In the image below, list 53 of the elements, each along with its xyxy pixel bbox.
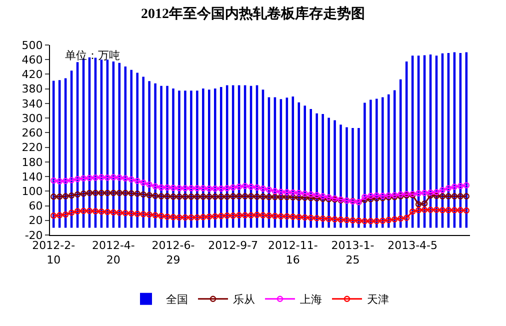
bar — [184, 90, 186, 228]
bar — [178, 90, 180, 228]
bar — [346, 127, 348, 228]
y-tick-label: 100 — [22, 185, 43, 198]
y-tick-label: -20 — [24, 228, 43, 242]
legend-label: 天津 — [367, 293, 389, 306]
bar — [136, 72, 138, 228]
bar — [130, 70, 132, 228]
x-tick-label: 2012-6-29 — [152, 239, 195, 266]
y-tick-label: 220 — [22, 141, 43, 154]
bar — [322, 114, 324, 228]
y-tick-label: 300 — [22, 112, 43, 125]
bar — [196, 90, 198, 228]
y-tick-label: 340 — [22, 97, 43, 110]
bar — [340, 124, 342, 228]
y-tick-label: 20 — [28, 214, 43, 228]
x-tick-label: 2012-9-7 — [208, 239, 258, 252]
y-tick-label: 380 — [22, 82, 43, 96]
bar — [142, 76, 144, 228]
x-tick-label: 2013-1-25 — [331, 239, 374, 266]
y-tick-label: 60 — [28, 200, 43, 213]
chart-title: 2012年至今国内热轧卷板库存走势图 — [141, 4, 365, 22]
legend-label: 上海 — [300, 293, 322, 306]
y-tick-label: 420 — [22, 68, 43, 82]
y-tick-label: 140 — [22, 170, 43, 184]
y-tick-label: 260 — [22, 126, 43, 140]
bar — [364, 102, 366, 228]
bar — [334, 120, 336, 228]
bar — [220, 87, 222, 228]
legend-label: 全国 — [166, 293, 188, 306]
x-tick-label: 2012-11-16 — [268, 239, 318, 266]
bar — [202, 88, 204, 228]
legend-label: 乐从 — [233, 293, 255, 306]
y-tick-label: 500 — [22, 38, 43, 52]
bar — [370, 100, 372, 228]
x-tick-label: 2013-4-5 — [388, 239, 438, 252]
bar — [190, 90, 192, 228]
annotation: 单位：万吨 — [65, 49, 120, 62]
bar — [393, 90, 396, 228]
bar — [154, 83, 156, 228]
x-tick-label: 2012-2-10 — [32, 239, 76, 266]
bar — [208, 90, 210, 228]
bar — [304, 106, 306, 228]
bar — [352, 128, 354, 228]
bar — [166, 86, 168, 228]
bar — [148, 81, 150, 228]
y-tick-label: 180 — [22, 156, 43, 169]
bar — [382, 97, 384, 228]
bar — [376, 98, 378, 228]
x-tick-label: 2012-4-20 — [92, 239, 135, 266]
bar — [310, 108, 312, 228]
y-tick-label: 460 — [22, 53, 43, 66]
bar — [172, 88, 174, 228]
